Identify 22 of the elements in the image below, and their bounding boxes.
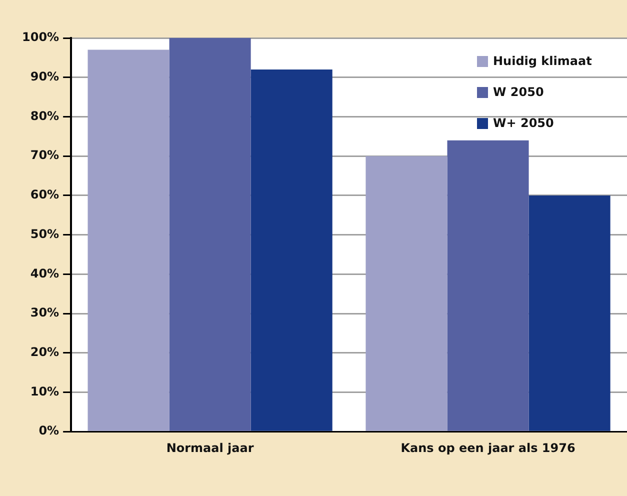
legend-label: W 2050 [493,85,544,100]
y-tick-label: 30% [30,306,60,320]
bar [169,38,251,431]
legend-label: Huidig klimaat [493,54,592,68]
legend-label: W+ 2050 [493,116,554,130]
y-tick-label: 50% [30,226,60,241]
y-tick-label: 90% [30,69,60,84]
bar [88,50,170,431]
y-tick-label: 60% [30,188,60,202]
bar [447,140,529,431]
y-tick-label: 10% [30,384,60,398]
y-tick-label: 100% [22,30,60,44]
bar [528,195,610,431]
y-tick-label: 40% [30,266,60,280]
x-tick-label: Normaal jaar [166,440,254,455]
bar [366,156,448,431]
y-tick-label: 20% [30,345,60,360]
x-tick-label: Kans op een jaar als 1976 [400,440,576,455]
y-tick-label: 0% [38,424,60,438]
bar [250,69,332,431]
y-tick-label: 70% [30,148,60,162]
y-tick-label: 80% [30,108,60,123]
